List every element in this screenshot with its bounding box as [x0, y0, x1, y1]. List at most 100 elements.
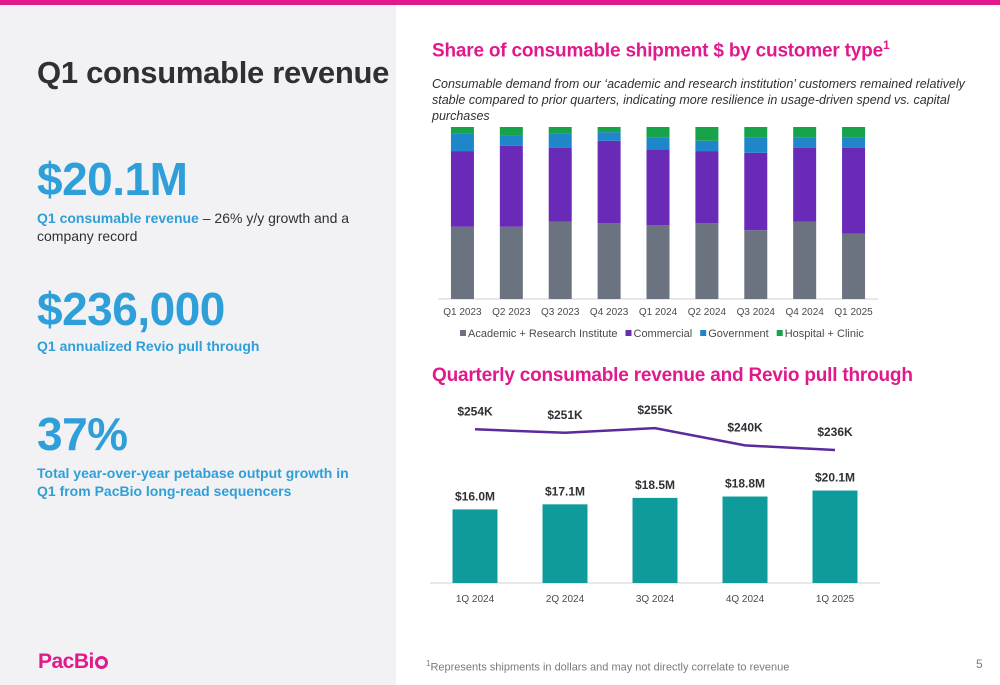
share-chart-title: Share of consumable shipment $ by custom…: [432, 38, 890, 62]
legend-swatch: [625, 330, 632, 336]
footnote-text: Represents shipments in dollars and may …: [430, 661, 790, 674]
revenue-bar-data-label: $20.1M: [815, 471, 855, 485]
revenue-chart-title: Quarterly consumable revenue and Revio p…: [432, 365, 913, 386]
pacbio-logo-text: PacBi: [38, 650, 94, 673]
stat-pull-through-value: $236,000: [37, 283, 225, 335]
revenue-bar-data-label: $18.5M: [635, 478, 675, 492]
legend-label: Hospital + Clinic: [785, 328, 865, 340]
share-bar-segment: [744, 137, 768, 153]
stat-pull-through-label-emph: Q1 annualized Revio pull through: [37, 338, 260, 354]
share-bar-segment: [450, 151, 474, 227]
revenue-bar-data-label: $17.1M: [545, 484, 585, 498]
legend-label: Government: [708, 328, 769, 340]
revenue-bar: [452, 509, 498, 583]
share-bar-segment: [450, 127, 474, 134]
share-bar-segment: [744, 230, 768, 299]
revenue-bar: [722, 496, 768, 583]
share-bar-segment: [793, 127, 817, 138]
revenue-bar-data-label: $18.8M: [725, 477, 765, 491]
share-chart: Q1 2023 Q2 2023 Q3 2023 Q4 2023 Q1 2024 Q2 20…: [438, 127, 878, 340]
share-chart-title-footnote-mark: 1: [882, 38, 890, 52]
legend-swatch: [700, 330, 707, 336]
share-x-tick-label: Q3 2023: [541, 307, 580, 318]
share-bar-segment: [499, 226, 523, 299]
share-bar-segment: [499, 127, 523, 136]
stat-petabase-growth-value: 37%: [37, 408, 128, 460]
legend-label: Academic + Research Institute: [468, 328, 618, 340]
stat-petabase-growth-label-emph: Total year-over-year petabase output gro…: [37, 465, 349, 499]
share-x-tick-label: Q1 2024: [639, 307, 678, 318]
share-bar-segment: [548, 221, 572, 299]
pacbio-logo-o-icon: [94, 656, 108, 669]
share-bar-segment: [793, 137, 817, 148]
footnote-mark: 1: [426, 659, 431, 668]
share-x-tick-label: Q4 2023: [590, 307, 629, 318]
share-x-tick-label: Q1 2025: [834, 307, 873, 318]
revenue-bar-data-label: $16.0M: [455, 489, 495, 503]
stat-consumable-revenue-value: $20.1M: [37, 153, 188, 205]
share-x-tick-label: Q2 2024: [688, 307, 727, 318]
share-chart-subtitle: Consumable demand from our ‘academic and…: [432, 77, 965, 123]
share-bar-segment: [597, 127, 621, 133]
share-bar-segment: [842, 127, 866, 138]
share-bar-segment: [842, 147, 866, 234]
share-bar-segment: [744, 152, 768, 231]
stat-consumable-revenue-label-rest: – 26% y/y growth and a company record: [37, 210, 350, 244]
share-bar-segment: [548, 127, 572, 134]
share-bar-segment: [646, 149, 670, 226]
share-bar-segment: [695, 151, 719, 224]
top-accent-bar: [0, 0, 1000, 5]
pull-through-data-label: $251K: [547, 408, 583, 422]
share-bar-segment: [695, 127, 719, 141]
revenue-bar: [632, 497, 678, 583]
share-bar-segment: [548, 147, 572, 222]
legend-label: Commercial: [634, 328, 693, 340]
revenue-x-tick-label: 3Q 2024: [636, 594, 675, 605]
share-x-tick-label: Q1 2023: [443, 307, 482, 318]
share-bar-segment: [499, 135, 523, 146]
stat-consumable-revenue-label-emph: Q1 consumable revenue: [37, 210, 199, 226]
revenue-chart: $16.0M 1Q 2024 $17.1M 2Q 2024 $18.5M 3Q 2024 $…: [430, 405, 880, 605]
share-x-tick-label: Q4 2024: [785, 307, 824, 318]
share-bar-segment: [450, 226, 474, 299]
share-x-tick-label: Q2 2023: [492, 307, 531, 318]
revenue-x-tick-label: 2Q 2024: [546, 594, 585, 605]
stat-pull-through-label: Q1 annualized Revio pull through: [37, 337, 382, 355]
share-bar-segment: [744, 127, 768, 138]
pull-through-data-label: $255K: [637, 405, 673, 417]
legend-swatch: [460, 330, 466, 336]
stat-consumable-revenue-label: Q1 consumable revenue – 26% y/y growth a…: [37, 209, 382, 245]
share-bar-segment: [695, 223, 719, 299]
pull-through-data-label: $254K: [457, 405, 493, 418]
share-bar-segment: [597, 140, 621, 224]
share-bar-segment: [842, 233, 866, 299]
share-bar-segment: [450, 133, 474, 152]
pull-through-line: [474, 426, 836, 452]
share-chart-title-text: Share of consumable shipment $ by custom…: [432, 40, 883, 62]
stat-petabase-growth-label: Total year-over-year petabase output gro…: [37, 464, 357, 500]
share-bar-segment: [646, 225, 670, 299]
revenue-x-tick-label: 1Q 2024: [456, 594, 495, 605]
revenue-x-tick-label: 4Q 2024: [726, 594, 765, 605]
share-bar-segment: [646, 127, 670, 138]
share-bar-segment: [597, 223, 621, 299]
share-bar-segment: [499, 145, 523, 227]
share-bar-segment: [842, 137, 866, 148]
pacbio-logo: PacBi: [38, 650, 108, 674]
slide-title: Q1 consumable revenue: [37, 55, 390, 90]
share-bar-segment: [597, 132, 621, 141]
share-x-tick-label: Q3 2024: [737, 307, 776, 318]
footnote: 1Represents shipments in dollars and may…: [426, 659, 789, 674]
share-bar-segment: [793, 221, 817, 299]
pull-through-data-label: $240K: [727, 420, 763, 434]
revenue-x-tick-label: 1Q 2025: [816, 594, 855, 605]
share-bar-segment: [793, 147, 817, 222]
share-bar-segment: [646, 137, 670, 150]
pull-through-data-label: $236K: [817, 425, 853, 439]
share-bar-segment: [548, 133, 572, 148]
legend-swatch: [776, 330, 783, 336]
revenue-bar: [542, 504, 588, 583]
share-bar-segment: [695, 140, 719, 152]
page-number: 5: [976, 657, 983, 671]
left-panel: [0, 5, 396, 685]
